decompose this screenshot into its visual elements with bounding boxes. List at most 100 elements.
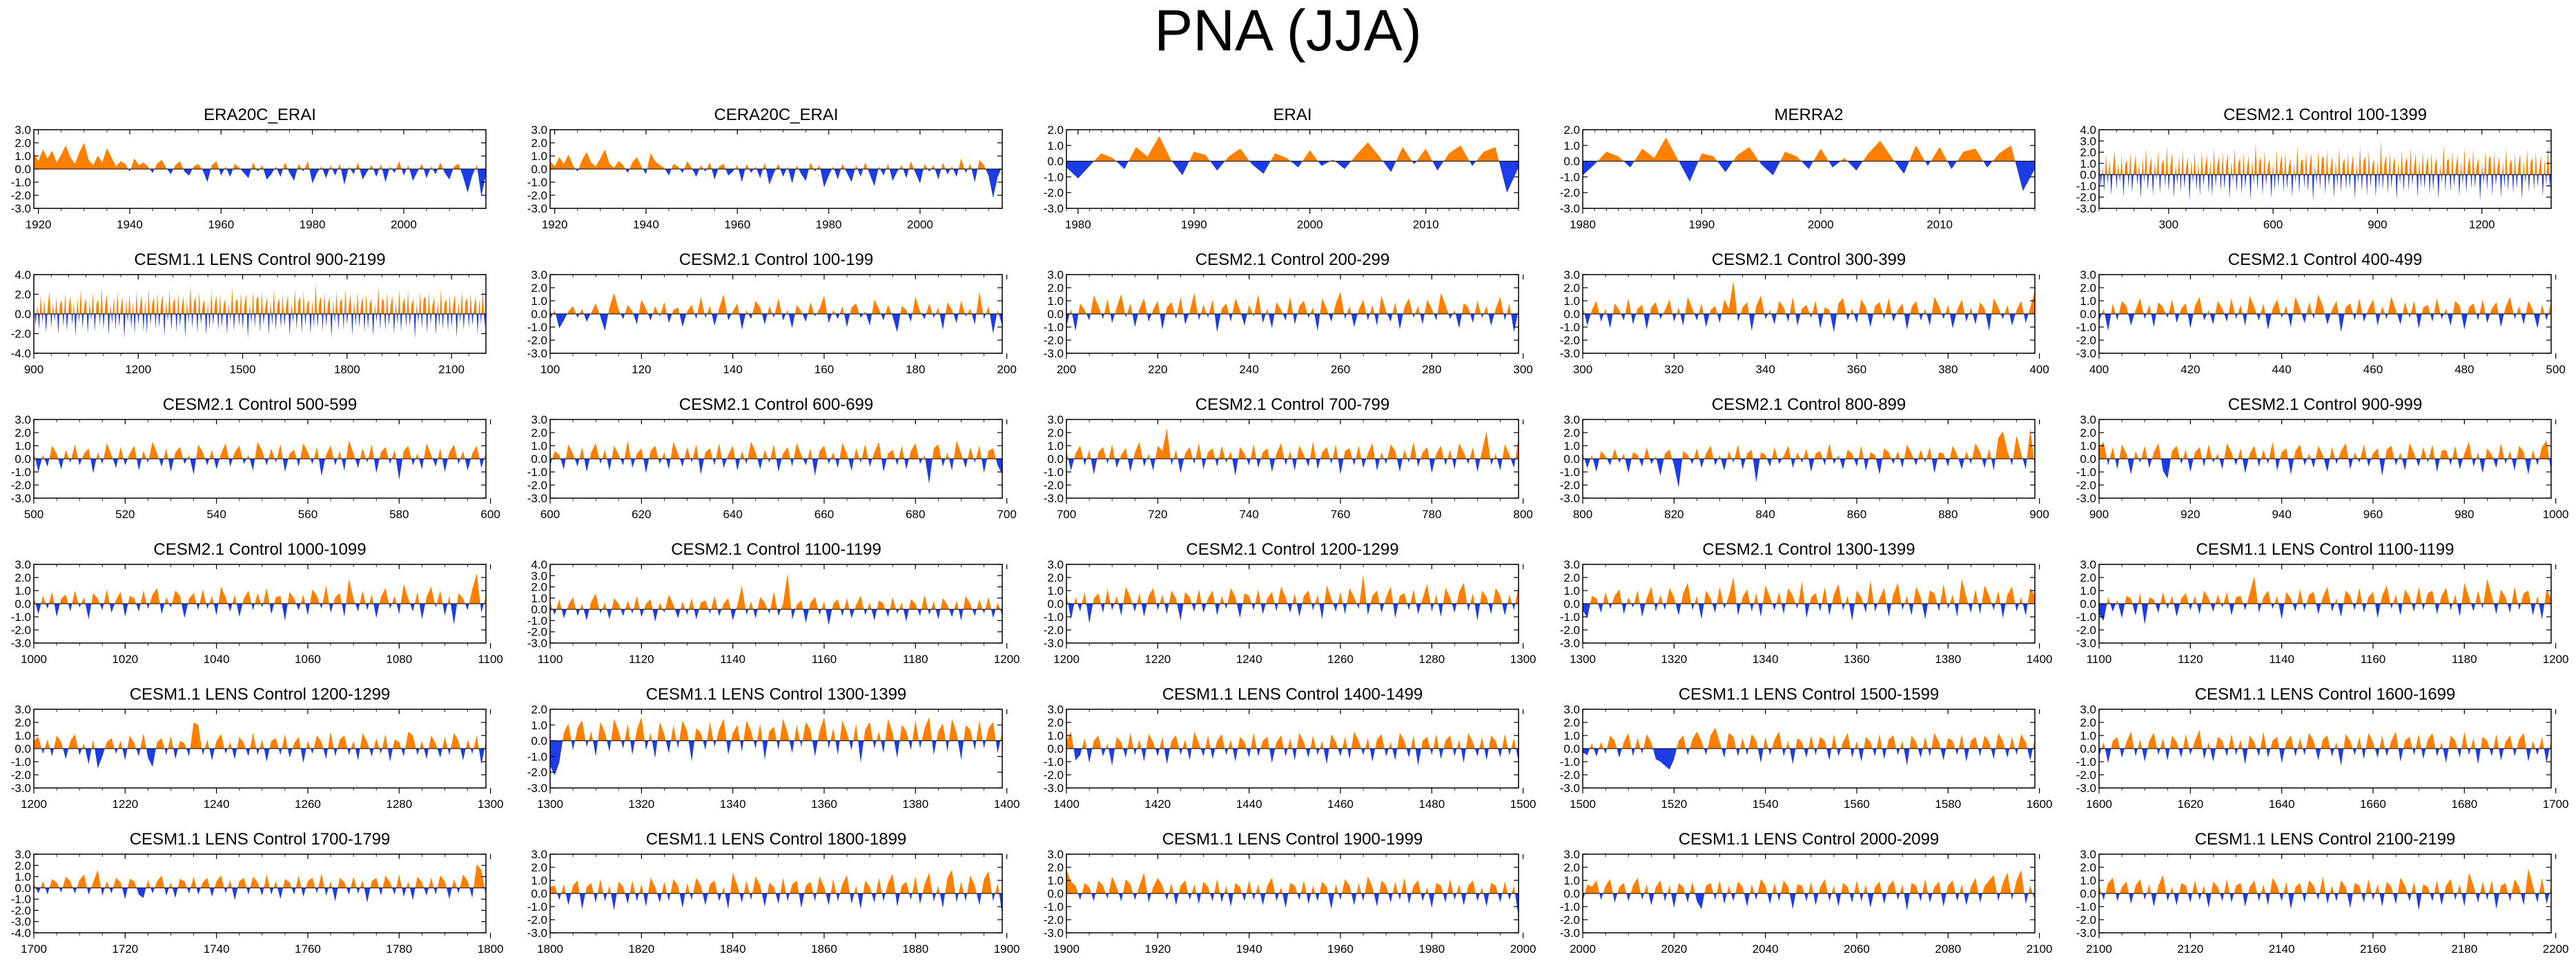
y-tick-label: -3.0 (527, 927, 547, 940)
x-tick-label: 1300 (1570, 653, 1596, 666)
chart-panel: CESM2.1 Control 100-1399-3.0-2.0-1.00.01… (2076, 106, 2552, 231)
x-tick-label: 1960 (208, 218, 234, 231)
x-tick-label: 1180 (903, 653, 928, 666)
x-tick-label: 980 (2455, 508, 2474, 521)
x-tick-label: 1800 (478, 942, 504, 956)
y-tick-label: 2.0 (14, 288, 31, 302)
x-tick-label: 1520 (1661, 798, 1687, 811)
x-tick-label: 800 (1513, 508, 1532, 521)
negative-anomaly-area (1583, 893, 2035, 911)
x-tick-label: 1160 (2361, 653, 2386, 666)
y-tick-label: -2.0 (527, 479, 547, 492)
negative-anomaly-area (34, 459, 486, 480)
x-tick-label: 1700 (2543, 798, 2569, 811)
y-tick-label: -2.0 (1044, 913, 1064, 927)
y-tick-label: -1.0 (1044, 755, 1064, 769)
y-tick-label: -3.0 (1560, 637, 1580, 650)
chart-panel: CESM2.1 Control 500-599 -3.0-2.0-1.00.01.… (11, 395, 500, 521)
x-tick-label: 1320 (1661, 653, 1687, 666)
y-tick-label: 2.0 (14, 859, 31, 872)
y-tick-label: 1.0 (14, 871, 31, 884)
y-tick-label: -3.0 (1560, 927, 1580, 940)
y-tick-label: -1.0 (1044, 321, 1064, 334)
positive-anomaly-area (1066, 575, 1519, 604)
positive-anomaly-area (1066, 291, 1519, 314)
x-tick-label: 1340 (720, 798, 746, 811)
chart-panel: CESM2.1 Control 700-799 -3.0-2.0-1.00.01.… (1044, 395, 1533, 521)
positive-anomaly-area (1583, 428, 2035, 459)
y-tick-label: 3.0 (14, 413, 31, 426)
x-tick-label: 1260 (1327, 653, 1354, 666)
y-tick-label: -3.0 (1560, 347, 1580, 360)
y-tick-label: -2.0 (11, 189, 31, 202)
y-tick-label: -3.0 (527, 782, 547, 795)
y-tick-label: -2.0 (2076, 191, 2096, 204)
x-tick-label: 2200 (2543, 942, 2569, 956)
y-tick-label: 3.0 (1563, 703, 1580, 716)
y-tick-label: 2.0 (1047, 861, 1064, 874)
y-tick-label: -3.0 (11, 916, 31, 929)
y-tick-label: -2.0 (2076, 479, 2096, 492)
y-tick-label: -2.0 (1560, 769, 1580, 782)
x-tick-label: 840 (1755, 508, 1775, 521)
y-tick-label: -2.0 (1560, 624, 1580, 637)
y-tick-label: 0.0 (531, 603, 547, 616)
y-tick-label: -2.0 (527, 189, 547, 202)
x-tick-label: 2100 (2027, 942, 2053, 956)
y-tick-label: -3.0 (1044, 637, 1064, 650)
panel-title: CESM2.1 Control 300-399 (1712, 250, 1906, 269)
y-tick-label: -3.0 (527, 492, 547, 505)
y-tick-label: -1.0 (1560, 755, 1580, 769)
positive-anomaly-area (1583, 869, 2035, 893)
y-tick-label: 2.0 (2080, 571, 2096, 584)
positive-anomaly-area (1066, 731, 1519, 749)
y-tick-label: 0.0 (1047, 597, 1064, 611)
y-tick-label: 3.0 (1047, 558, 1064, 571)
y-tick-label: -1.0 (1044, 466, 1064, 479)
x-tick-label: 1220 (112, 798, 138, 811)
y-tick-label: 2.0 (1563, 124, 1580, 137)
y-tick-label: -3.0 (1044, 202, 1064, 215)
y-tick-label: -3.0 (2076, 637, 2096, 650)
negative-anomaly-area (550, 459, 1002, 484)
panel-title: CESM1.1 LENS Control 1100-1199 (2196, 540, 2455, 559)
y-tick-label: 0.0 (531, 308, 547, 321)
x-tick-label: 1760 (295, 942, 321, 956)
x-tick-label: 1300 (478, 798, 504, 811)
y-tick-label: 2.0 (1047, 716, 1064, 729)
x-tick-label: 2120 (2177, 942, 2203, 956)
x-tick-label: 480 (2455, 363, 2474, 376)
y-tick-label: 1.0 (1047, 584, 1064, 597)
x-tick-label: 1380 (902, 798, 928, 811)
y-tick-label: 0.0 (14, 882, 31, 895)
x-tick-label: 280 (1422, 363, 1441, 376)
chart-panel: CESM1.1 LENS Control 1200-1299 -3.0-2.0-1… (11, 685, 504, 811)
y-tick-label: 0.0 (14, 453, 31, 466)
x-tick-label: 1040 (204, 653, 230, 666)
x-tick-label: 640 (723, 508, 742, 521)
y-tick-label: 1.0 (1047, 874, 1064, 887)
y-tick-label: 3.0 (14, 848, 31, 861)
y-tick-label: -1.0 (527, 750, 547, 763)
y-tick-label: 3.0 (1047, 413, 1064, 426)
x-tick-label: 1300 (537, 798, 563, 811)
x-tick-label: 1200 (2469, 218, 2495, 231)
y-tick-label: 1.0 (531, 874, 547, 887)
x-tick-label: 1800 (537, 942, 563, 956)
y-tick-label: -2.0 (1560, 186, 1580, 199)
x-tick-label: 820 (1664, 508, 1684, 521)
y-tick-label: -1.0 (1560, 466, 1580, 479)
x-tick-label: 1990 (1181, 218, 1207, 231)
negative-anomaly-area (2099, 459, 2551, 479)
x-tick-label: 1620 (2177, 798, 2203, 811)
negative-anomaly-area (550, 169, 1002, 198)
positive-anomaly-area (34, 573, 486, 604)
x-tick-label: 600 (2263, 218, 2283, 231)
chart-panel: CESM2.1 Control 100-199 -3.0-2.0-1.00.01.… (527, 250, 1017, 376)
y-tick-label: -4.0 (11, 927, 31, 940)
negative-anomaly-area (34, 314, 486, 339)
x-tick-label: 1140 (2269, 653, 2294, 666)
y-tick-label: -2.0 (11, 904, 31, 917)
x-tick-label: 800 (1573, 508, 1592, 521)
y-tick-label: 2.0 (1563, 281, 1580, 295)
